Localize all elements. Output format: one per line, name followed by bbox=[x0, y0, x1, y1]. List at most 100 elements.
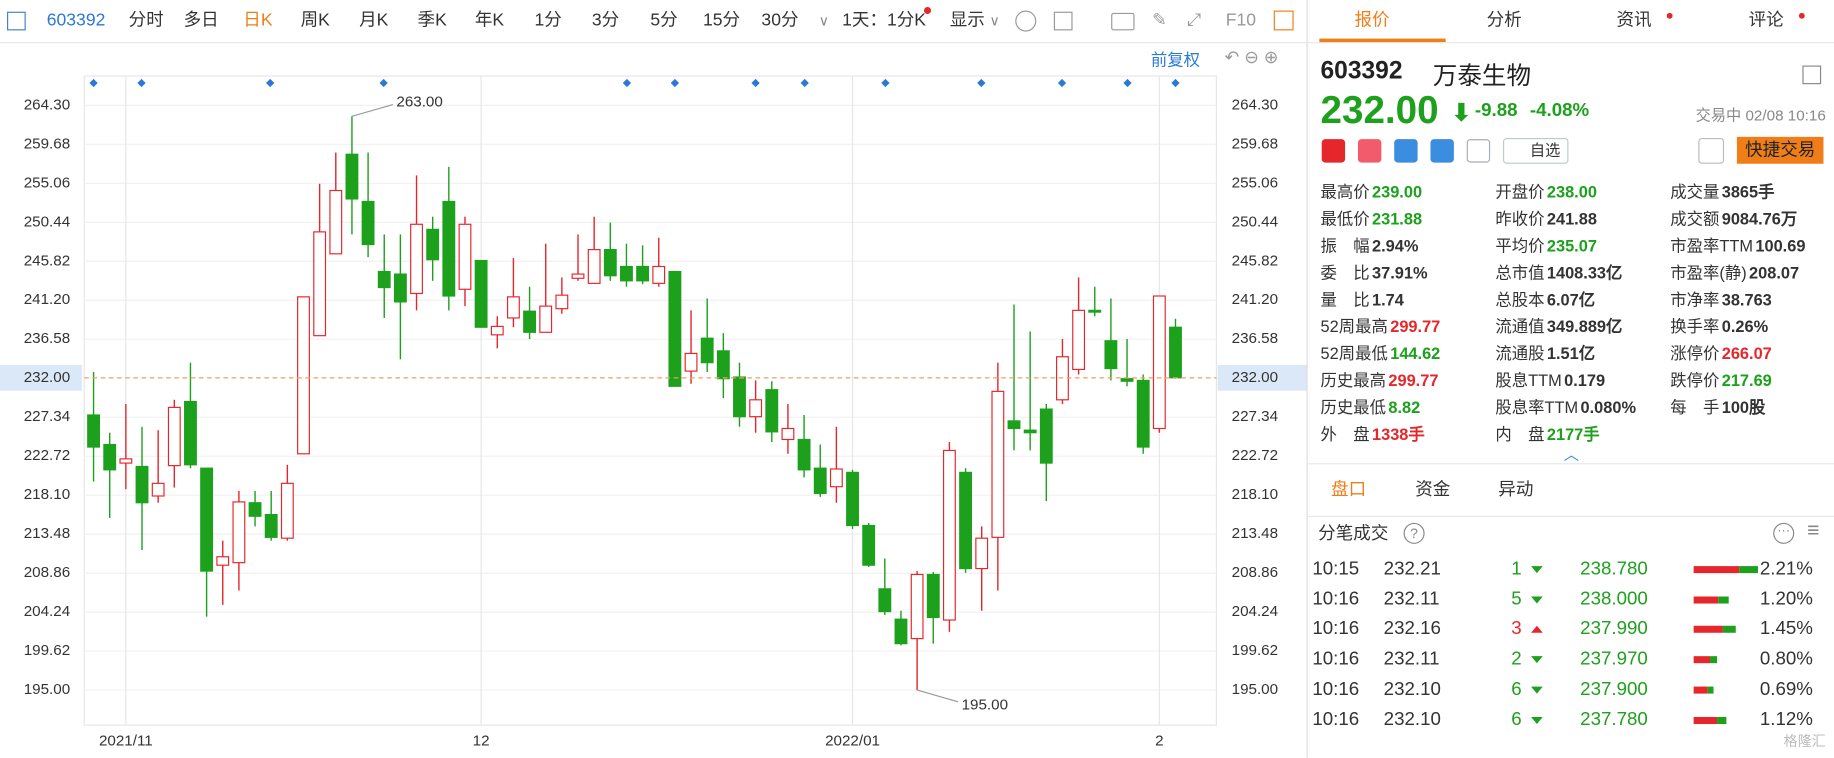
tab[interactable]: 3分 bbox=[591, 10, 620, 31]
stock-code[interactable]: 603392 bbox=[46, 10, 106, 31]
more-icon[interactable]: ··· bbox=[1773, 522, 1795, 544]
help-icon[interactable]: ? bbox=[1403, 522, 1425, 544]
y-tick-label: 222.72 bbox=[24, 447, 70, 464]
price-change-pct: -4.08% bbox=[1529, 100, 1590, 121]
quote-value: 1338手 bbox=[1371, 424, 1425, 444]
candle-body bbox=[490, 325, 504, 336]
collapse-icon[interactable]: ︿ bbox=[1563, 445, 1580, 464]
tab[interactable]: 分时 bbox=[128, 10, 164, 31]
volume-bar-green bbox=[1723, 626, 1737, 634]
quote-cell: 总股本 6.07亿 bbox=[1495, 288, 1595, 311]
tab[interactable]: 分析 bbox=[1486, 10, 1522, 31]
watch-button[interactable]: 自选 bbox=[1502, 138, 1569, 164]
quote-value: 235.07 bbox=[1546, 236, 1597, 255]
y-tick-label: 195.00 bbox=[1232, 681, 1278, 698]
badge bbox=[1666, 12, 1673, 19]
x-tick-label: 2021/11 bbox=[99, 733, 153, 750]
tab[interactable]: 资金 bbox=[1415, 479, 1451, 500]
trade-price: 232.16 bbox=[1383, 619, 1441, 640]
tab[interactable]: 多日 bbox=[183, 10, 219, 31]
tab-active[interactable]: 盘口 bbox=[1331, 479, 1367, 500]
tab[interactable]: 异动 bbox=[1498, 479, 1534, 500]
event-marker bbox=[89, 78, 98, 88]
tab[interactable]: 1分 bbox=[534, 10, 562, 31]
menu-icon[interactable]: ≡ bbox=[1807, 518, 1820, 542]
toolbar: 603392 分时 多日 日K 周K 月K 季K 年K 1分 3分 5分 15分… bbox=[0, 0, 1307, 44]
sidebar-icon[interactable] bbox=[7, 11, 26, 31]
dropdown-caret[interactable]: ∨ bbox=[818, 12, 830, 30]
y-tick-label: 195.00 bbox=[24, 681, 70, 698]
quote-cell: 换手率 0.26% bbox=[1670, 315, 1768, 338]
icon[interactable] bbox=[1466, 139, 1491, 163]
tab-active[interactable]: 日K bbox=[243, 10, 273, 31]
candle-body bbox=[248, 502, 262, 517]
candle-body bbox=[781, 427, 795, 441]
up-arrow bbox=[1531, 626, 1543, 634]
checkbox-icon[interactable] bbox=[1053, 11, 1073, 31]
y-tick-label: 236.58 bbox=[1232, 330, 1278, 347]
event-marker bbox=[881, 78, 890, 88]
icon[interactable] bbox=[1357, 139, 1382, 163]
trade-time: 10:16 bbox=[1312, 589, 1360, 610]
tab[interactable]: 周K bbox=[300, 10, 330, 31]
f10-button[interactable]: F10 bbox=[1225, 10, 1257, 31]
quote-cell: 52周最低 144.62 bbox=[1321, 342, 1441, 365]
tab-active[interactable]: 报价 bbox=[1354, 10, 1390, 31]
quote-value: 239.00 bbox=[1371, 182, 1423, 202]
candle-body bbox=[442, 200, 456, 297]
quote-cell: 最低价 231.88 bbox=[1321, 207, 1423, 230]
adjust-select[interactable]: 前复权 bbox=[1150, 50, 1201, 70]
y-tick-label: 245.82 bbox=[1232, 252, 1278, 269]
candle-body bbox=[1152, 295, 1166, 430]
y-tick-label: 218.10 bbox=[24, 486, 70, 503]
fullscreen-icon[interactable]: ⤢ bbox=[1187, 10, 1202, 31]
quote-label: 最高价 bbox=[1320, 182, 1370, 202]
high-annotation: 263.00 bbox=[396, 93, 442, 110]
quick-trade-button[interactable]: 快捷交易 bbox=[1736, 136, 1824, 164]
tab[interactable]: 月K bbox=[359, 10, 389, 31]
tab[interactable]: 年K bbox=[474, 10, 505, 31]
candle-body bbox=[523, 310, 537, 333]
icon[interactable] bbox=[1394, 139, 1418, 163]
quote-cell: 市净率 38.763 bbox=[1670, 288, 1772, 311]
last-price-box bbox=[0, 364, 82, 391]
tab[interactable]: 15分 bbox=[702, 10, 741, 31]
candle-body bbox=[539, 305, 553, 333]
quote-value: 1.51亿 bbox=[1546, 343, 1596, 363]
tab[interactable]: 评论 bbox=[1748, 10, 1784, 31]
tab[interactable]: 资讯 bbox=[1616, 10, 1652, 31]
icon[interactable] bbox=[1430, 139, 1454, 163]
volume-bar-green bbox=[1738, 566, 1759, 574]
trade-time: 10:16 bbox=[1312, 679, 1360, 700]
dropdown-caret[interactable]: ∨ bbox=[989, 12, 1000, 30]
candle-body bbox=[1039, 408, 1053, 464]
period-select[interactable]: 1天：1分K bbox=[842, 10, 927, 31]
quote-value: 241.88 bbox=[1546, 209, 1597, 229]
trade-row: 10:16 232.11 5 238.000 1.20% bbox=[1308, 584, 1834, 614]
chart-controls[interactable]: ↶ ⊖ ⊕ bbox=[1224, 47, 1279, 68]
y-tick-label: 208.86 bbox=[1232, 564, 1278, 581]
trade-pct: 1.12% bbox=[1759, 709, 1813, 730]
draw-icon[interactable]: ✎ bbox=[1152, 10, 1167, 31]
tab[interactable]: 30分 bbox=[761, 10, 799, 31]
quote-cell: 52周最高 299.77 bbox=[1321, 315, 1441, 338]
level-price: 238.000 bbox=[1580, 589, 1648, 610]
quote-cell: 跌停价 217.69 bbox=[1670, 368, 1772, 391]
quote-label: 成交量 bbox=[1670, 182, 1720, 202]
badge bbox=[924, 7, 932, 15]
settings-icon[interactable] bbox=[1015, 10, 1037, 32]
tab[interactable]: 季K bbox=[417, 10, 447, 31]
trade-row: 10:16 232.16 3 237.990 1.45% bbox=[1308, 615, 1834, 645]
layout-icon[interactable] bbox=[1802, 65, 1822, 85]
y-tick-label: 241.20 bbox=[1232, 291, 1278, 308]
display-select[interactable]: 显示 bbox=[949, 10, 985, 31]
quote-label: 市盈率TTM bbox=[1670, 236, 1754, 255]
flag-icon[interactable] bbox=[1321, 139, 1346, 163]
alert-button[interactable] bbox=[1698, 138, 1725, 164]
tab[interactable]: 5分 bbox=[650, 10, 678, 31]
camera-icon[interactable] bbox=[1111, 12, 1135, 31]
trade-volume: 2 bbox=[1511, 649, 1522, 670]
panel-toggle[interactable] bbox=[1273, 10, 1294, 31]
